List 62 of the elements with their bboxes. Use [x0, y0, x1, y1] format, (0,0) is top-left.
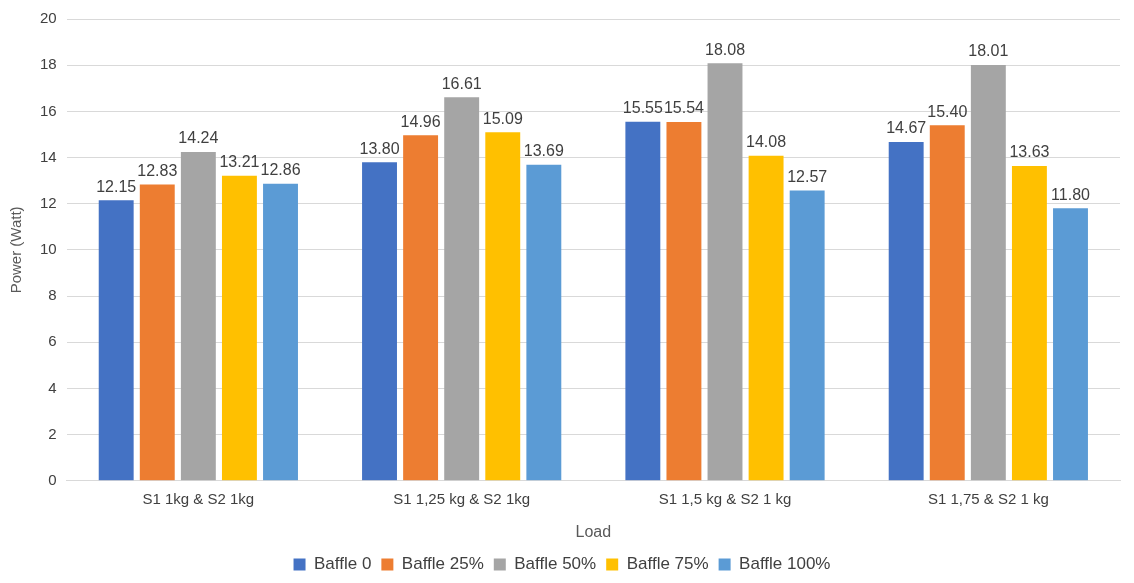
data-label: 12.83 — [137, 161, 178, 179]
bar — [444, 97, 480, 481]
y-tick-label: 10 — [40, 240, 57, 258]
y-axis-title: Power (Watt) — [7, 206, 25, 294]
bar — [139, 184, 175, 481]
legend-label: Baffle 100% — [739, 554, 831, 574]
bar — [1053, 208, 1088, 481]
y-tick-label: 2 — [48, 424, 57, 442]
bar — [707, 63, 743, 481]
bar — [888, 142, 924, 481]
bar — [748, 155, 784, 481]
x-tick-label: S1 1,75 & S2 1 kg — [927, 489, 1049, 507]
data-label: 13.21 — [219, 153, 260, 171]
data-label: 14.08 — [746, 133, 787, 151]
bar — [180, 152, 216, 481]
legend-label: Baffle 50% — [514, 554, 597, 574]
data-label: 13.80 — [359, 139, 400, 157]
data-label: 18.01 — [968, 42, 1009, 60]
bar — [789, 190, 825, 481]
x-tick-label: S1 1,5 kg & S2 1 kg — [658, 489, 792, 507]
data-label: 15.55 — [622, 99, 663, 117]
bar — [221, 175, 257, 481]
data-label: 15.40 — [927, 102, 968, 120]
data-label: 13.63 — [1009, 143, 1050, 161]
data-label: 15.54 — [663, 99, 705, 117]
y-tick-label: 14 — [40, 147, 57, 165]
y-tick-label: 12 — [40, 193, 57, 211]
data-label: 11.80 — [1051, 185, 1091, 203]
y-tick-label: 4 — [48, 378, 57, 396]
data-label: 14.67 — [886, 119, 927, 137]
legend-label: Baffle 75% — [626, 554, 709, 574]
data-label: 14.24 — [178, 129, 219, 147]
bar — [485, 132, 521, 481]
bar — [263, 183, 298, 481]
bar — [929, 125, 965, 481]
bar — [403, 135, 439, 481]
y-tick-label: 6 — [48, 332, 57, 350]
bar — [98, 200, 134, 481]
y-tick-label: 20 — [40, 9, 57, 27]
bar — [625, 121, 661, 481]
legend-label: Baffle 0 — [314, 554, 372, 574]
bar — [362, 162, 397, 481]
bar — [1011, 166, 1047, 481]
x-tick-label: S1 1,25 kg & S2 1kg — [393, 489, 531, 507]
data-label: 12.86 — [260, 161, 301, 179]
legend-label: Baffle 25% — [401, 554, 484, 574]
data-label: 15.09 — [482, 109, 523, 127]
y-tick-label: 18 — [40, 55, 57, 73]
data-label: 12.57 — [787, 167, 828, 185]
data-label: 13.69 — [523, 142, 564, 160]
data-label: 16.61 — [441, 74, 482, 92]
x-tick-label: S1 1kg & S2 1kg — [142, 489, 255, 507]
x-axis-title: Load — [575, 522, 612, 540]
bar — [666, 121, 702, 481]
y-tick-label: 0 — [48, 470, 57, 488]
y-tick-label: 8 — [48, 286, 57, 304]
bar — [526, 164, 562, 481]
data-label: 12.15 — [96, 177, 137, 195]
data-label: 18.08 — [704, 40, 746, 58]
bar — [970, 64, 1006, 481]
data-label: 14.96 — [400, 112, 441, 130]
y-tick-label: 16 — [40, 101, 57, 119]
